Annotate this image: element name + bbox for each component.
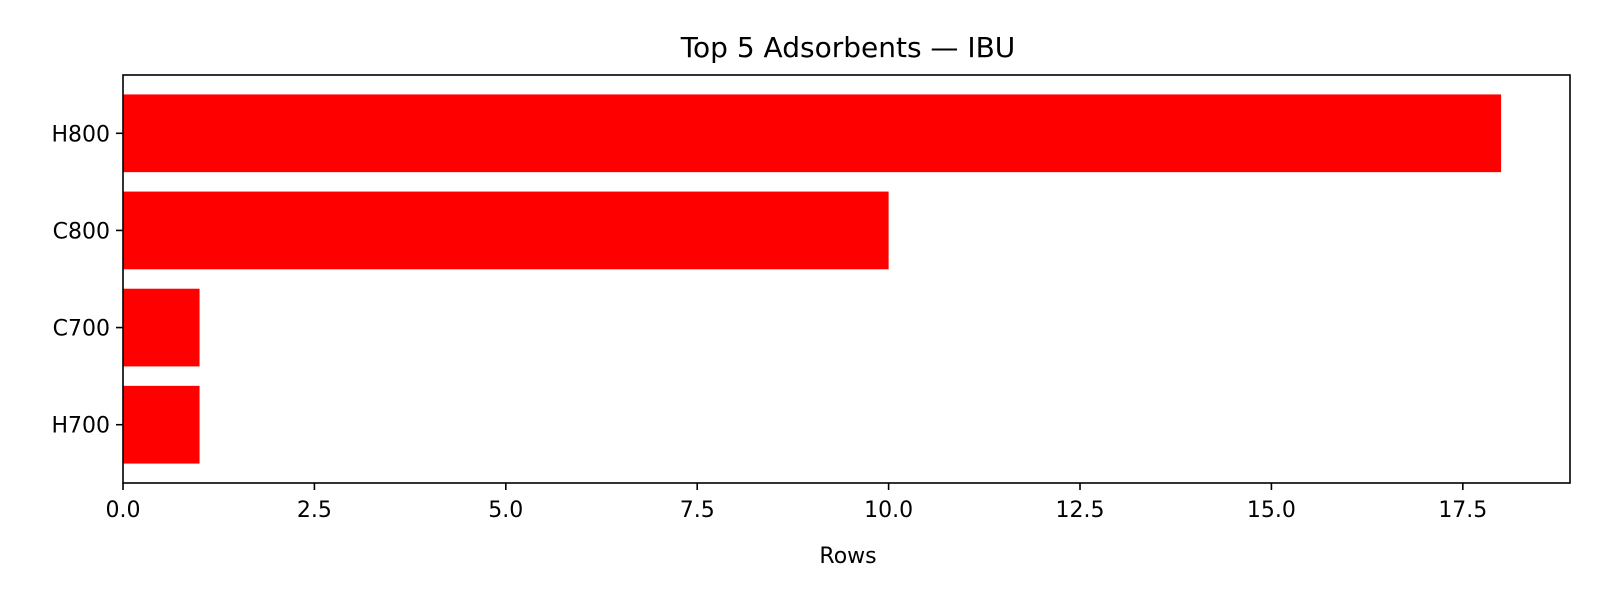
x-axis-ticks: 0.0 2.5 5.0 7.5 10.0 12.5 15.0 17.5 bbox=[106, 483, 1487, 523]
y-tick-label: H800 bbox=[51, 122, 110, 147]
y-tick-label: C800 bbox=[53, 219, 110, 244]
bar-c700 bbox=[123, 288, 200, 367]
x-tick-label: 0.0 bbox=[106, 498, 141, 523]
x-tick-label: 17.5 bbox=[1438, 498, 1487, 523]
y-axis-ticks: H800 C800 C700 H700 bbox=[51, 122, 123, 439]
x-tick-label: 7.5 bbox=[680, 498, 715, 523]
x-tick-label: 10.0 bbox=[864, 498, 913, 523]
bar-h800 bbox=[123, 94, 1502, 173]
x-tick-label: 5.0 bbox=[488, 498, 523, 523]
bars-group bbox=[123, 94, 1502, 464]
y-tick-label: C700 bbox=[53, 317, 110, 342]
plot-frame bbox=[122, 74, 1571, 484]
chart-title: Top 5 Adsorbents — IBU bbox=[680, 31, 1016, 64]
x-tick-label: 12.5 bbox=[1056, 498, 1105, 523]
bar-c800 bbox=[123, 191, 889, 270]
y-tick-label: H700 bbox=[51, 414, 110, 439]
x-tick-label: 15.0 bbox=[1247, 498, 1296, 523]
x-tick-label: 2.5 bbox=[297, 498, 332, 523]
x-axis-label: Rows bbox=[819, 544, 876, 569]
bar-h700 bbox=[123, 385, 200, 464]
